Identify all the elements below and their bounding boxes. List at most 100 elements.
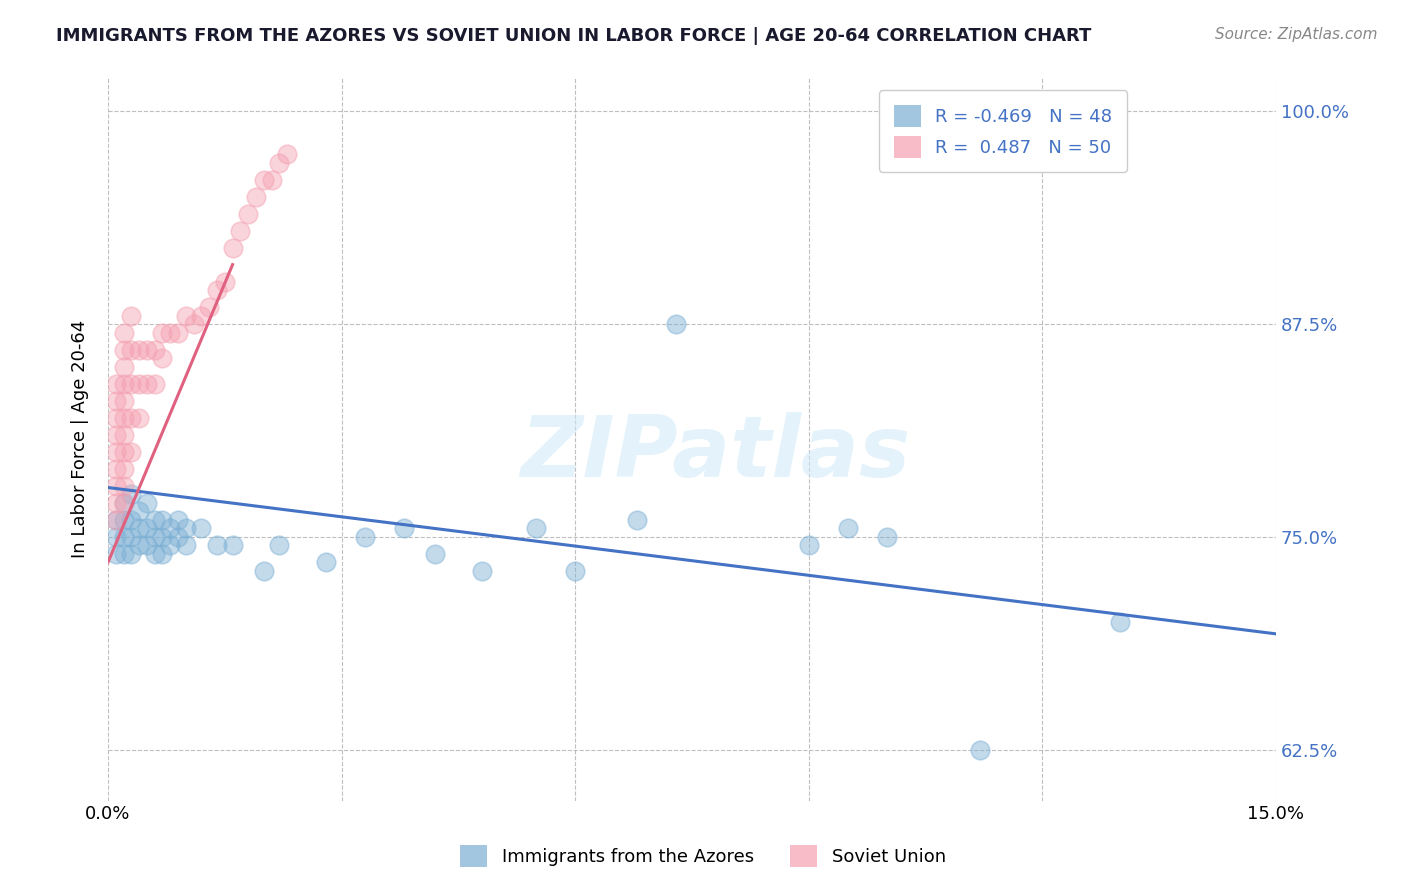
Point: [128, 376, 150, 391]
Point: [245, 189, 267, 203]
Point: [128, 410, 150, 425]
Point: [205, 538, 228, 552]
Point: [626, 513, 648, 527]
Point: [205, 283, 228, 297]
Point: [112, 410, 135, 425]
Point: [143, 530, 166, 544]
Point: [167, 513, 190, 527]
Point: [112, 496, 135, 510]
Point: [120, 444, 142, 458]
Point: [524, 521, 547, 535]
Point: [152, 513, 174, 527]
Point: [152, 351, 174, 366]
Point: [135, 496, 157, 510]
Point: [190, 521, 212, 535]
Legend: Immigrants from the Azores, Soviet Union: Immigrants from the Azores, Soviet Union: [453, 838, 953, 874]
Point: [236, 206, 259, 220]
Point: [112, 359, 135, 374]
Point: [260, 172, 283, 186]
Point: [190, 309, 212, 323]
Point: [104, 496, 127, 510]
Point: [120, 547, 142, 561]
Point: [120, 487, 142, 501]
Point: [104, 427, 127, 442]
Point: [174, 521, 197, 535]
Point: [128, 538, 150, 552]
Point: [104, 393, 127, 408]
Point: [128, 504, 150, 518]
Point: [120, 513, 142, 527]
Point: [969, 742, 991, 756]
Point: [143, 376, 166, 391]
Point: [104, 530, 127, 544]
Point: [104, 479, 127, 493]
Point: [104, 410, 127, 425]
Point: [112, 547, 135, 561]
Point: [135, 538, 157, 552]
Point: [253, 172, 276, 186]
Point: [1109, 615, 1132, 629]
Point: [221, 241, 243, 255]
Point: [112, 530, 135, 544]
Point: [471, 564, 494, 578]
Point: [392, 521, 415, 535]
Point: [174, 309, 197, 323]
Point: [120, 410, 142, 425]
Point: [120, 530, 142, 544]
Point: [112, 479, 135, 493]
Point: [112, 513, 135, 527]
Point: [837, 521, 859, 535]
Point: [183, 317, 205, 331]
Legend: R = -0.469   N = 48, R =  0.487   N = 50: R = -0.469 N = 48, R = 0.487 N = 50: [879, 90, 1126, 172]
Point: [143, 547, 166, 561]
Point: [120, 343, 142, 357]
Point: [104, 513, 127, 527]
Point: [423, 547, 446, 561]
Point: [214, 275, 236, 289]
Point: [797, 538, 820, 552]
Y-axis label: In Labor Force | Age 20-64: In Labor Force | Age 20-64: [72, 320, 89, 558]
Point: [104, 547, 127, 561]
Point: [112, 343, 135, 357]
Point: [152, 530, 174, 544]
Point: [564, 564, 586, 578]
Point: [269, 155, 291, 169]
Point: [143, 343, 166, 357]
Point: [354, 530, 377, 544]
Point: [269, 538, 291, 552]
Point: [104, 376, 127, 391]
Point: [152, 547, 174, 561]
Point: [229, 224, 252, 238]
Point: [128, 521, 150, 535]
Point: [152, 326, 174, 340]
Point: [135, 521, 157, 535]
Point: [104, 513, 127, 527]
Text: Source: ZipAtlas.com: Source: ZipAtlas.com: [1215, 27, 1378, 42]
Point: [112, 376, 135, 391]
Point: [174, 538, 197, 552]
Point: [135, 343, 157, 357]
Point: [112, 393, 135, 408]
Point: [120, 376, 142, 391]
Point: [112, 444, 135, 458]
Point: [112, 496, 135, 510]
Point: [198, 300, 221, 314]
Point: [221, 538, 243, 552]
Point: [112, 326, 135, 340]
Point: [665, 317, 688, 331]
Text: ZIPatlas: ZIPatlas: [520, 412, 911, 495]
Point: [143, 513, 166, 527]
Point: [112, 462, 135, 476]
Point: [104, 462, 127, 476]
Point: [104, 444, 127, 458]
Point: [112, 427, 135, 442]
Point: [876, 530, 898, 544]
Text: IMMIGRANTS FROM THE AZORES VS SOVIET UNION IN LABOR FORCE | AGE 20-64 CORRELATIO: IMMIGRANTS FROM THE AZORES VS SOVIET UNI…: [56, 27, 1091, 45]
Point: [276, 147, 298, 161]
Point: [120, 309, 142, 323]
Point: [159, 326, 181, 340]
Point: [135, 376, 157, 391]
Point: [159, 521, 181, 535]
Point: [167, 530, 190, 544]
Point: [159, 538, 181, 552]
